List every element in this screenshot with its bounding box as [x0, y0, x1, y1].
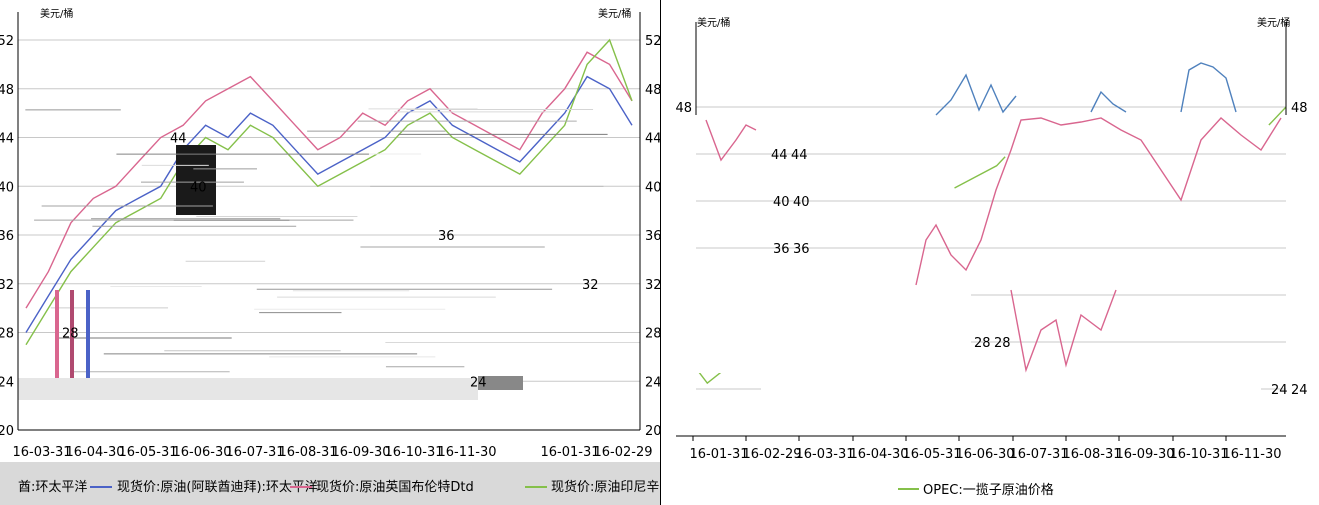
left-artifact-label-bg: [478, 376, 523, 390]
left-ytick-label: 48: [0, 83, 14, 98]
left-ytick-label-repeat: 28: [62, 327, 79, 342]
right-ytick-label-repeat: 24: [1291, 383, 1308, 398]
left-ytick-label: 44: [0, 132, 14, 147]
left-xtick-label: 16-02-29: [593, 445, 652, 460]
right-series-group: [676, 62, 1287, 435]
left-ytick-label-right: 24: [645, 375, 660, 390]
right-overlay-pink: [1010, 289, 1117, 373]
right-overlay-blue: [935, 73, 1017, 116]
right-ytick-label-repeat: 44: [771, 148, 788, 163]
left-legend-background: [0, 462, 660, 505]
right-xtick-label: 16-10-31: [1169, 447, 1228, 462]
left-xtick-label: 16-08-31: [278, 445, 337, 460]
right-ytick-label-repeat: 36: [793, 242, 810, 257]
right-ytick-label-right: 48: [1291, 101, 1308, 116]
legend-label-opec: OPEC:一揽子原油价格: [923, 482, 1054, 498]
left-axis-group: 20 20 24 24 28 28 32 32 36 36 40 40 44 44 48 48 52 52 美元/桶…: [0, 7, 660, 460]
right-xtick-label: 16-05-31: [902, 447, 961, 462]
left-ytick-label-repeat: 24: [470, 375, 487, 390]
left-unit-label-right: 美元/桶: [598, 7, 631, 20]
right-unit-label-right: 美元/桶: [1257, 16, 1290, 29]
right-ytick-label-repeat: 28: [974, 336, 991, 351]
right-legend: OPEC:一揽子原油价格: [898, 482, 1054, 498]
right-ytick-label-repeat: 28: [994, 336, 1011, 351]
left-ytick-label: 32: [0, 278, 14, 293]
left-ytick-label-repeat: 44: [170, 132, 187, 147]
left-xtick-label: 16-07-31: [225, 445, 284, 460]
right-xtick-label: 16-03-31: [795, 447, 854, 462]
right-artifact-mask: [761, 375, 1261, 435]
right-ytick-label-repeat: 44: [791, 148, 808, 163]
left-artifact-band: [18, 378, 478, 400]
left-xtick-label: 16-04-30: [65, 445, 124, 460]
legend-label-partial: 酋:环太平洋: [18, 479, 87, 495]
right-ytick-label-repeat: 40: [793, 195, 810, 210]
legend-label-dubai: 现货价:原油(阿联酋迪拜):环太平洋: [117, 479, 318, 495]
right-xtick-label: 16-08-31: [1062, 447, 1121, 462]
right-xtick-label: 16-09-30: [1115, 447, 1174, 462]
right-xtick-label: 16-01-31: [689, 447, 748, 462]
right-xtick-label: 16-11-30: [1222, 447, 1281, 462]
left-ytick-label-right: 44: [645, 132, 660, 147]
left-xtick-label: 16-01-31: [540, 445, 599, 460]
left-ytick-label: 28: [0, 327, 14, 342]
left-ytick-label: 20: [0, 424, 14, 439]
left-ytick-label-right: 32: [645, 278, 660, 293]
right-xtick-label: 16-07-31: [1009, 447, 1068, 462]
left-ytick-label: 52: [0, 34, 14, 49]
left-series-line: [25, 38, 633, 346]
left-ytick-label-right: 28: [645, 327, 660, 342]
left-unit-label: 美元/桶: [40, 7, 73, 20]
right-series-line: [684, 106, 1287, 385]
right-xtick-label: 16-02-29: [742, 447, 801, 462]
right-ytick-label-repeat: 24: [1271, 383, 1288, 398]
right-unit-label: 美元/桶: [697, 16, 730, 29]
right-overlay-pink: [915, 117, 1282, 286]
left-artifact-bar: [70, 290, 74, 378]
left-ytick-label-right: 48: [645, 83, 660, 98]
right-xtick-label: 16-04-30: [849, 447, 908, 462]
right-artifact-mask: [676, 288, 971, 373]
right-ytick-label-repeat: 40: [773, 195, 790, 210]
legend-label-brent: 现货价:原油英国布伦特Dtd: [316, 479, 474, 495]
left-xtick-label: 16-03-31: [12, 445, 71, 460]
left-ytick-label-right: 36: [645, 229, 660, 244]
right-overlay-blue: [1180, 62, 1237, 113]
left-chart-svg: 20 20 24 24 28 28 32 32 36 36 40 40 44 44 48 48 52 52 美元/桶…: [0, 7, 660, 495]
left-artifact-block: [176, 145, 216, 215]
left-ytick-label: 36: [0, 229, 14, 244]
left-ytick-label-repeat: 40: [190, 180, 207, 195]
panel-divider: [660, 0, 661, 505]
left-xtick-label: 16-11-30: [437, 445, 496, 460]
left-xtick-label: 16-06-30: [172, 445, 231, 460]
left-series-line: [25, 51, 633, 309]
left-series-line: [25, 75, 633, 333]
left-ytick-label-repeat: 32: [582, 278, 599, 293]
left-series-group: [18, 38, 640, 400]
right-xtick-label: 16-06-30: [955, 447, 1014, 462]
left-ytick-label-right: 52: [645, 34, 660, 49]
left-chart-panel: 20 20 24 24 28 28 32 32 36 36 40 40 44 44 48 48 52 52 美元/桶…: [0, 7, 660, 505]
left-artifact-bar: [55, 290, 59, 378]
left-ytick-label-right: 40: [645, 180, 660, 195]
right-chart-panel: 美元/桶 美元/桶 48 48 44 44 40 40 36 36 28 28 24 24 16-01-31…: [661, 0, 1319, 505]
right-overlay-blue: [1090, 90, 1127, 113]
right-ytick-label-repeat: 36: [773, 242, 790, 257]
left-xtick-label: 16-10-31: [384, 445, 443, 460]
left-xtick-label: 16-09-30: [331, 445, 390, 460]
left-ytick-label-repeat: 36: [438, 229, 455, 244]
left-artifact-bar: [86, 290, 90, 378]
right-ytick-label: 48: [675, 101, 692, 116]
legend-label-indonesia: 现货价:原油印尼辛: [551, 479, 659, 495]
left-ytick-label: 24: [0, 375, 14, 390]
right-overlay-pink: [705, 119, 757, 162]
left-ytick-label-right: 20: [645, 424, 660, 439]
left-ytick-label: 40: [0, 180, 14, 195]
left-xtick-label: 16-05-31: [118, 445, 177, 460]
